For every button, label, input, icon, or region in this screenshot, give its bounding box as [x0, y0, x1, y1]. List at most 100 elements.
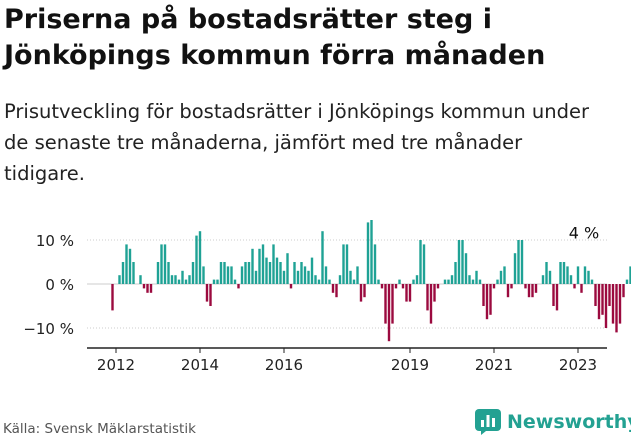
- bar: [324, 266, 328, 284]
- source-note: Källa: Svensk Mäklarstatistik: [3, 421, 196, 437]
- bar: [415, 275, 419, 284]
- bar: [429, 284, 433, 324]
- bar: [279, 262, 282, 284]
- bar: [230, 266, 233, 284]
- bar: [317, 279, 321, 284]
- bar: [391, 284, 394, 324]
- x-tick-label: 2019: [391, 356, 429, 374]
- bar: [394, 284, 398, 289]
- bar: [244, 262, 247, 284]
- bar: [156, 262, 160, 284]
- bar: [499, 270, 503, 284]
- x-tick-label: 2014: [181, 356, 219, 374]
- bar: [198, 231, 202, 284]
- bar: [569, 275, 573, 284]
- bar: [125, 244, 128, 284]
- bar: [604, 284, 608, 328]
- bar: [433, 284, 436, 302]
- bar: [188, 275, 191, 284]
- bar: [167, 262, 170, 284]
- bar: [363, 284, 366, 298]
- bar: [548, 270, 552, 284]
- bar: [447, 279, 450, 284]
- bar: [562, 262, 566, 284]
- bar: [517, 240, 520, 284]
- bar: [594, 284, 597, 306]
- bar: [461, 240, 464, 284]
- bar: [174, 275, 177, 284]
- bar: [622, 284, 625, 298]
- bar: [149, 284, 153, 293]
- bar: [338, 275, 342, 284]
- bar: [475, 270, 478, 284]
- bar: [359, 284, 363, 302]
- bar: [611, 284, 615, 324]
- bar: [191, 262, 195, 284]
- bar: [485, 284, 489, 320]
- bar: [303, 266, 307, 284]
- bar: [443, 279, 447, 284]
- bar: [177, 279, 181, 284]
- bar: [566, 266, 569, 284]
- bar: [384, 284, 387, 324]
- bar: [422, 244, 426, 284]
- bar: [464, 253, 468, 284]
- bar: [398, 279, 401, 284]
- bar: [132, 262, 135, 284]
- bar: [377, 279, 380, 284]
- bar: [506, 284, 510, 298]
- bar: [573, 284, 576, 289]
- brand-name: Newsworthy: [507, 411, 631, 433]
- bar: [240, 266, 244, 284]
- bar: [275, 257, 279, 284]
- bar: [468, 275, 471, 284]
- bar: [450, 275, 454, 284]
- bar: [387, 284, 391, 342]
- bar: [258, 248, 261, 284]
- bar: [580, 284, 583, 293]
- bar: [223, 262, 226, 284]
- bar: [160, 244, 163, 284]
- bar: [282, 270, 286, 284]
- bar: [426, 284, 429, 311]
- x-tick-label: 2012: [97, 356, 135, 374]
- bar: [608, 284, 611, 306]
- bar: [219, 262, 223, 284]
- bar: [531, 284, 534, 298]
- bar: [559, 262, 562, 284]
- bar: [541, 275, 545, 284]
- bar: [629, 266, 631, 284]
- bar: [202, 266, 205, 284]
- bar: [408, 284, 412, 302]
- bar: [128, 248, 132, 284]
- bar: [489, 284, 492, 315]
- brand-logo[interactable]: Newsworthy: [475, 409, 631, 435]
- bar: [139, 275, 142, 284]
- bar: [163, 244, 167, 284]
- bar: [121, 262, 125, 284]
- bar: [527, 284, 531, 298]
- bar: [370, 220, 373, 284]
- bar: [380, 284, 384, 289]
- bar: [590, 279, 594, 284]
- bar: [314, 275, 317, 284]
- bar: [576, 266, 580, 284]
- bar: [321, 231, 324, 284]
- bar: [405, 284, 408, 302]
- y-tick-label: 0 %: [45, 276, 74, 294]
- bar: [412, 279, 415, 284]
- bar: [513, 253, 517, 284]
- bar: [195, 235, 198, 284]
- bar: [261, 244, 265, 284]
- bar: [552, 284, 555, 306]
- bar: [482, 284, 485, 306]
- bar: [247, 262, 251, 284]
- bar: [583, 266, 587, 284]
- bar: [373, 244, 377, 284]
- bar: [478, 279, 482, 284]
- bar: [286, 253, 289, 284]
- bar: [503, 266, 506, 284]
- bar: [296, 270, 300, 284]
- bar-chart: 10 % 0 % −10 % 2012 2014 2016 2019 2021 2023 4 %: [23, 220, 631, 374]
- bar: [331, 284, 335, 293]
